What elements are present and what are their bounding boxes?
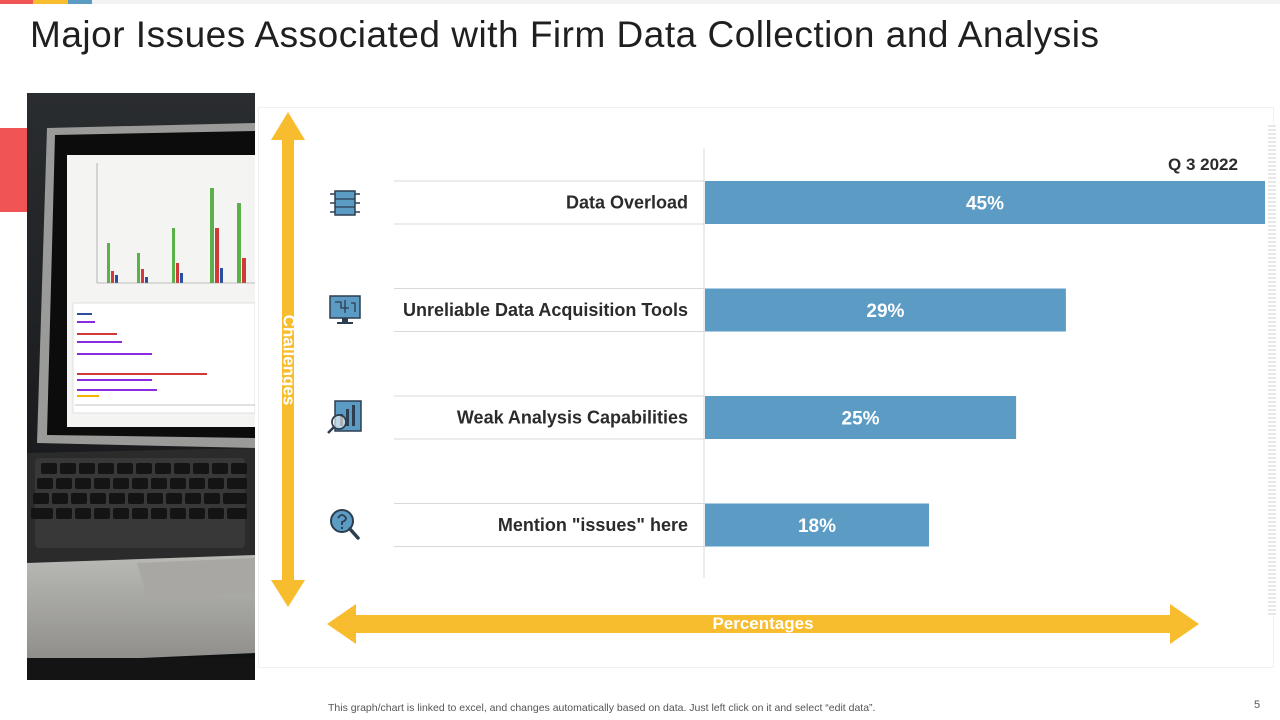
challenges-arrow bbox=[271, 112, 305, 607]
bar-value-label: 25% bbox=[842, 409, 880, 430]
percentages-arrow bbox=[327, 604, 1199, 644]
analysis-chart-icon bbox=[327, 400, 362, 434]
bar bbox=[705, 396, 1017, 439]
bar bbox=[705, 288, 1066, 332]
category-label: Weak Analysis Capabilities bbox=[457, 408, 688, 428]
top-accent-bar bbox=[0, 0, 1280, 4]
legend-series-label: Q 3 2022 bbox=[1168, 155, 1238, 174]
category-label: Mention "issues" here bbox=[498, 515, 688, 535]
bar bbox=[705, 503, 929, 547]
top-accent-yellow bbox=[33, 0, 68, 4]
top-accent-blue bbox=[68, 0, 92, 4]
panel-edge bbox=[1268, 125, 1276, 615]
bar bbox=[705, 181, 1265, 224]
bar-value-label: 29% bbox=[866, 301, 904, 322]
laptop-photo bbox=[27, 93, 255, 680]
footer-note: This graph/chart is linked to excel, and… bbox=[328, 702, 876, 714]
bar-value-label: 18% bbox=[798, 516, 836, 537]
laptop-illustration bbox=[27, 93, 255, 680]
monitor-circuit-icon bbox=[329, 295, 361, 324]
challenges-label: Challenges bbox=[280, 315, 299, 406]
percentages-label: Percentages bbox=[712, 614, 813, 633]
slide-title: Major Issues Associated with Firm Data C… bbox=[30, 14, 1100, 55]
chip-icon bbox=[330, 190, 360, 216]
category-label: Data Overload bbox=[566, 193, 688, 213]
red-side-tab bbox=[0, 128, 27, 212]
magnifier-question-icon bbox=[330, 509, 360, 540]
page-number: 5 bbox=[1254, 699, 1261, 711]
bar-value-label: 45% bbox=[966, 194, 1004, 215]
chart-rows: 45% Data Overload 29% Unreliable Data Acqui… bbox=[394, 180, 1265, 547]
category-label: Unreliable Data Acquisition Tools bbox=[403, 300, 688, 320]
top-accent-red bbox=[0, 0, 33, 4]
